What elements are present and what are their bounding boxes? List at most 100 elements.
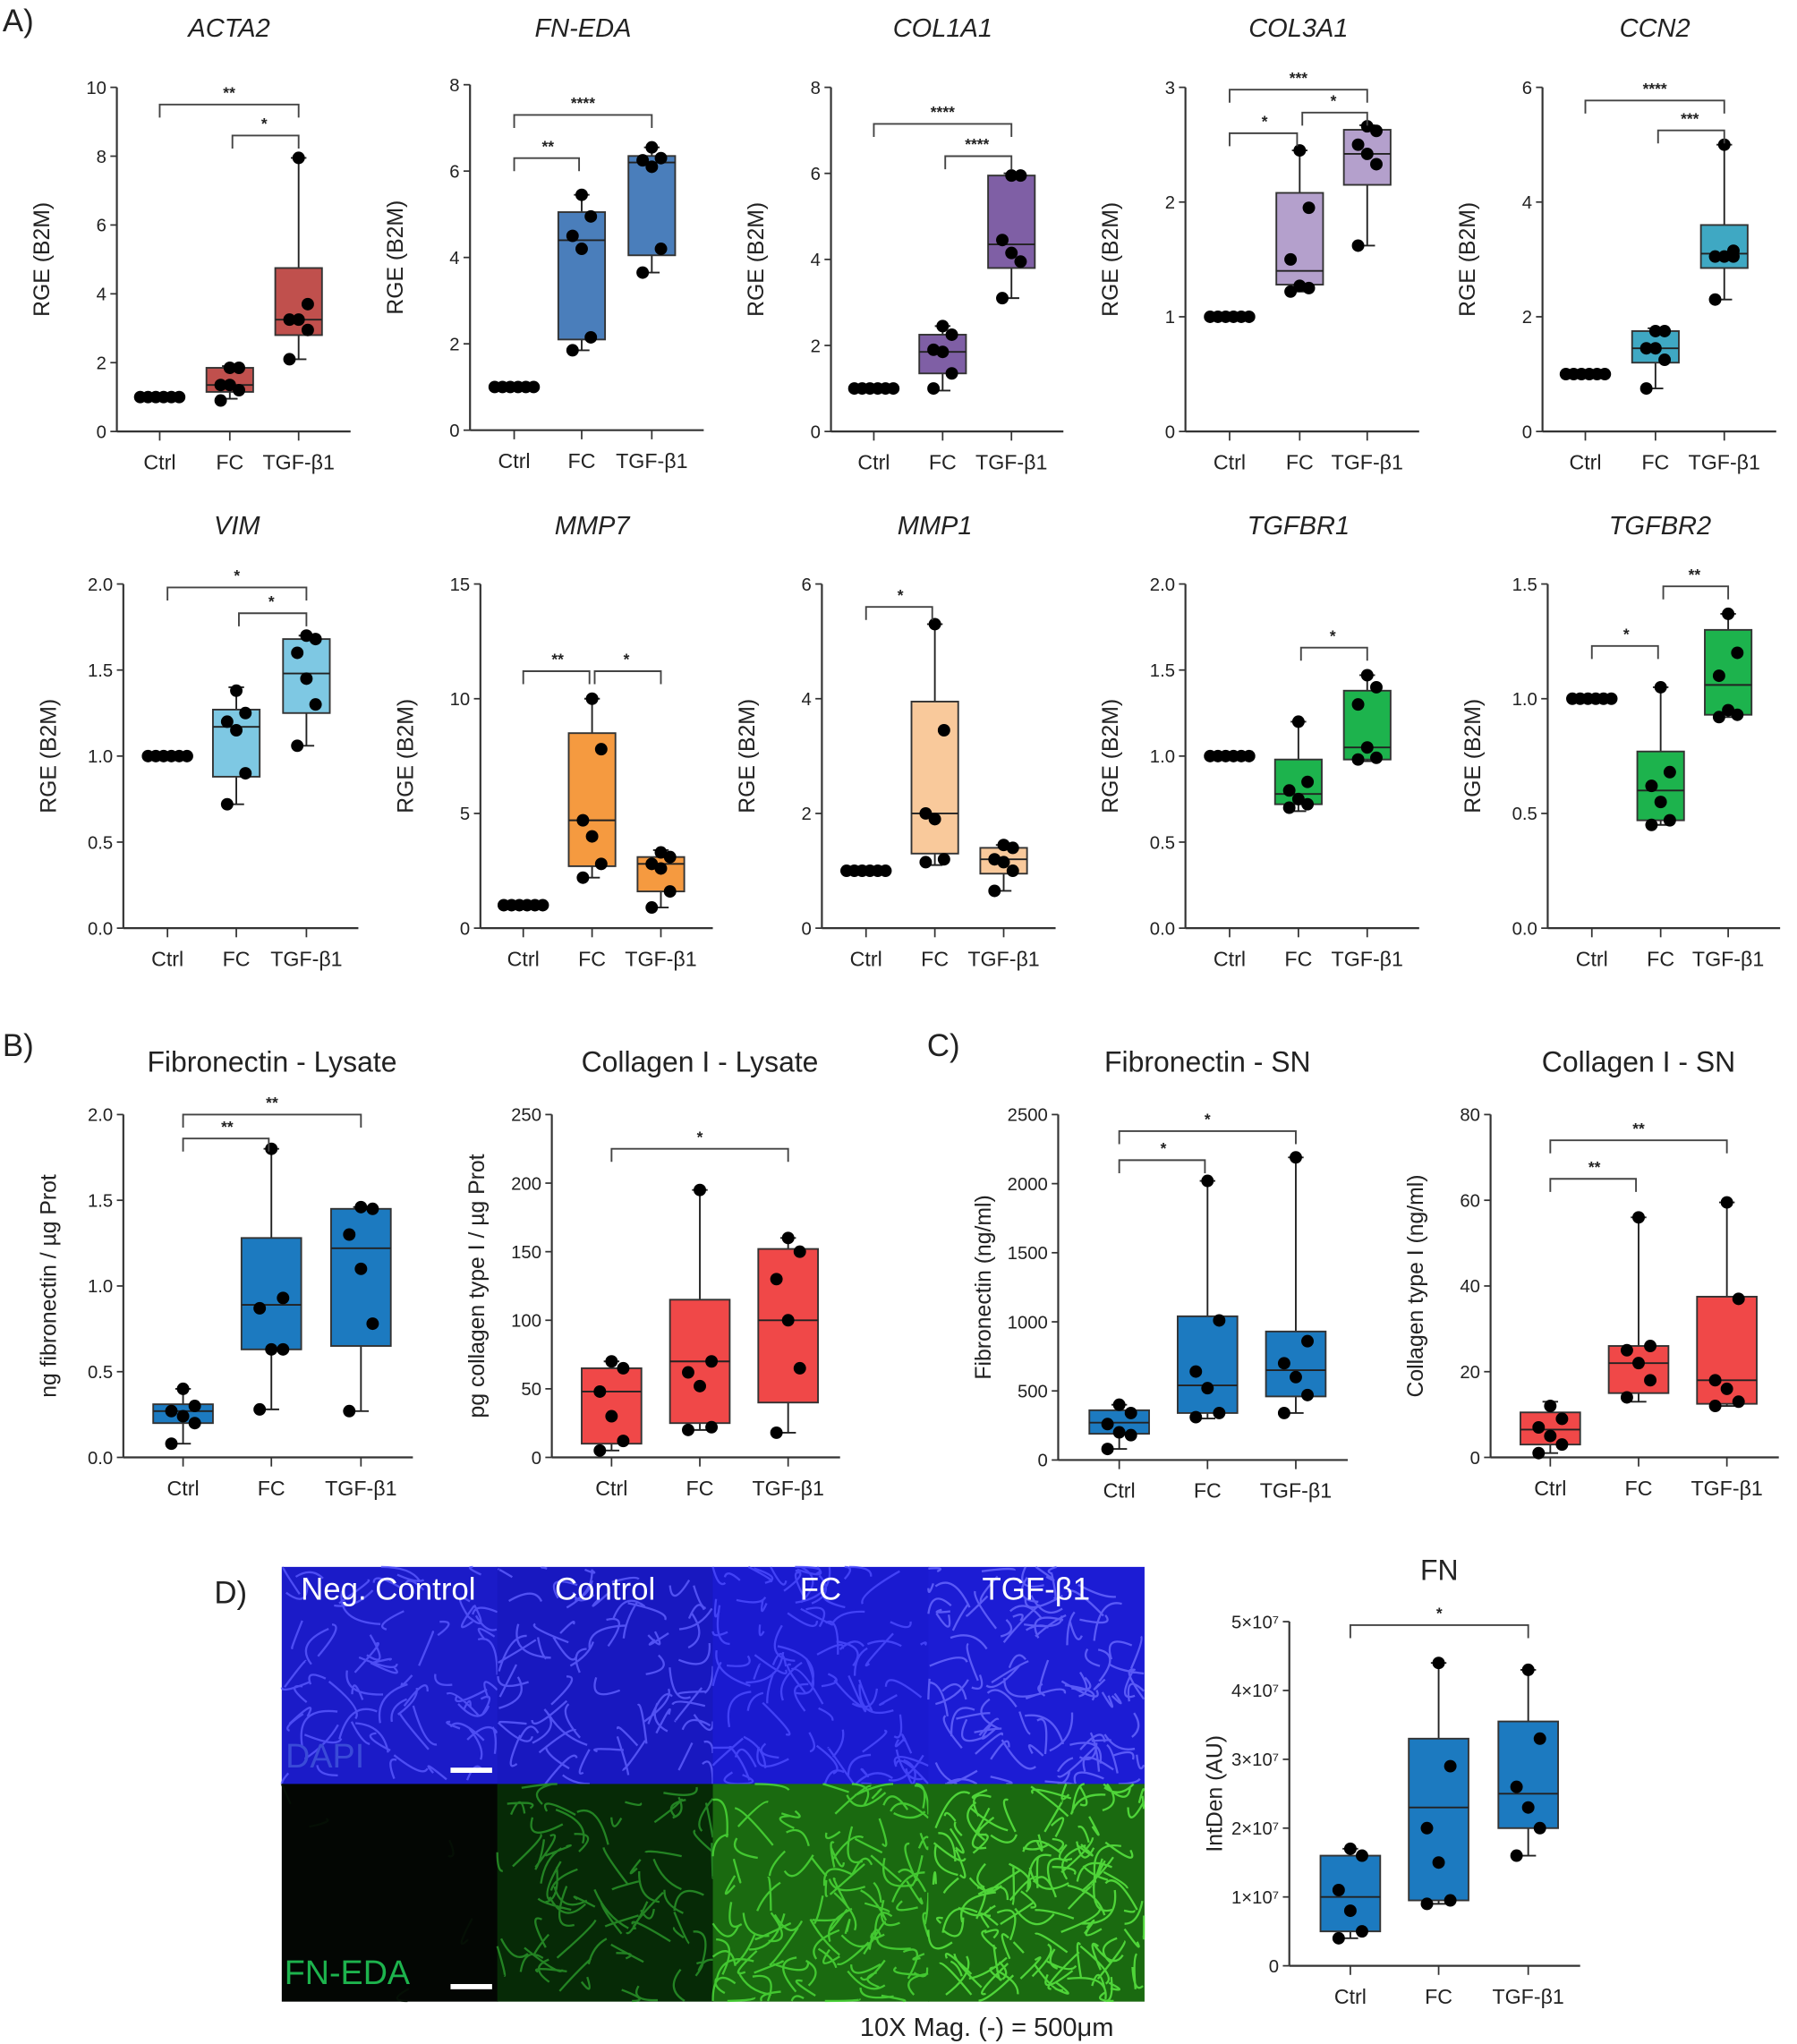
data-point: [1370, 751, 1383, 764]
y-tick-label: 1.5: [88, 1191, 113, 1211]
data-point: [919, 856, 933, 869]
y-tick-label: 0.5: [1150, 833, 1175, 853]
y-tick-label: 0.5: [88, 833, 113, 853]
y-tick-label: 1.0: [1150, 747, 1175, 767]
y-tick-label: 2000: [1008, 1175, 1048, 1195]
x-tick-label: TGF-β1: [752, 1477, 823, 1500]
box-fc: [669, 1183, 731, 1436]
data-point: [584, 209, 598, 223]
panel-label-d: D): [214, 1576, 247, 1611]
x-tick-label: TGF-β1: [1260, 1479, 1332, 1503]
data-point: [937, 724, 950, 737]
data-point: [1648, 342, 1662, 355]
chart-title: TGFBR1: [1248, 512, 1350, 541]
box-tgf-1: [627, 141, 677, 279]
y-tick-label: 0: [1038, 1452, 1048, 1471]
data-point: [1717, 250, 1731, 263]
bracket-line: [231, 134, 300, 149]
significance-bracket: **: [522, 651, 591, 685]
x-tick-label: FC: [1625, 1477, 1653, 1500]
data-point: [1444, 1894, 1457, 1907]
data-point: [1370, 158, 1383, 171]
data-point: [1360, 120, 1374, 133]
y-tick-label: 60: [1460, 1191, 1480, 1211]
data-point: [645, 857, 659, 871]
data-point: [1663, 765, 1676, 779]
data-point: [1213, 1406, 1226, 1419]
data-point: [1302, 201, 1316, 215]
y-tick-label: 2.0: [88, 575, 113, 595]
row-label-fn-eda: FN-EDA: [285, 1955, 411, 1992]
significance-bracket: **: [1662, 566, 1730, 600]
y-tick-label: 0: [801, 919, 811, 939]
significance-bracket: *: [1349, 1605, 1529, 1639]
data-point: [1351, 698, 1365, 711]
x-tick-label: FC: [929, 450, 957, 473]
x-tick-label: Ctrl: [857, 450, 890, 473]
y-tick-label: 3: [1165, 79, 1175, 98]
data-point: [1014, 169, 1027, 183]
data-point: [292, 313, 305, 327]
box-fc: [240, 1142, 302, 1416]
micrograph-texture: [280, 1783, 473, 2003]
data-point: [997, 839, 1010, 852]
y-axis-label: RGE (B2M): [37, 699, 61, 813]
data-point: [1708, 1374, 1722, 1387]
data-point: [309, 698, 322, 711]
significance-label: *: [1161, 1139, 1167, 1157]
chart-fn: FN IntDen (AU) 0 1×10⁷ 2×10⁷ 3×10⁷ 4×10⁷ 5×10⁷ C…: [1203, 1554, 1580, 2008]
micrograph-tile-dapi-1: [497, 1566, 714, 1785]
x-tick-label: TGF-β1: [1332, 947, 1403, 970]
y-tick-label: 0: [532, 1449, 541, 1469]
x-tick-label: Ctrl: [1576, 947, 1608, 970]
data-point: [1112, 1398, 1126, 1411]
y-tick-label: 1.5: [1150, 661, 1175, 681]
box-iqr: [211, 708, 261, 778]
data-point: [1006, 864, 1019, 878]
chart-title: Collagen I - SN: [1542, 1045, 1735, 1077]
bracket-line: [1229, 89, 1368, 103]
data-point: [1544, 1400, 1557, 1413]
bracket-line: [182, 1137, 270, 1152]
data-point: [1620, 1391, 1633, 1404]
data-point: [1708, 250, 1722, 263]
y-tick-label: 50: [521, 1380, 541, 1400]
significance-label: *: [1205, 1111, 1211, 1128]
y-tick-label: 1: [1165, 308, 1175, 328]
data-point: [1532, 1446, 1546, 1460]
data-point: [936, 319, 950, 333]
data-point: [292, 151, 305, 165]
data-point: [1124, 1428, 1137, 1442]
y-tick-label: 0.0: [1512, 919, 1537, 939]
data-point: [636, 266, 650, 279]
significance-bracket: *: [166, 566, 308, 600]
data-point: [165, 1404, 178, 1418]
significance-bracket: ****: [513, 94, 653, 129]
data-point: [343, 1228, 356, 1241]
significance-label: *: [268, 592, 275, 610]
bracket-line: [864, 606, 933, 620]
box-ctrl: [152, 1382, 214, 1451]
y-axis-label: IntDen (AU): [1203, 1735, 1227, 1852]
significance-label: **: [266, 1094, 278, 1111]
box-tgf-1: [979, 839, 1028, 898]
significance-bracket: *: [610, 1128, 789, 1163]
y-axis-label: RGE (B2M): [1099, 699, 1123, 813]
y-axis-label: RGE (B2M): [745, 202, 769, 317]
data-point: [1301, 797, 1315, 811]
data-point: [1644, 1340, 1657, 1353]
micrograph-texture: [927, 1783, 1145, 2003]
significance-label: *: [624, 651, 630, 669]
box-fc: [1176, 1174, 1239, 1424]
chart-tgfbr1: TGFBR1 RGE (B2M) 0.0 0.5 1.0 1.5 2.0 Ctrl FC TGF-…: [1099, 512, 1419, 970]
data-point: [1605, 692, 1618, 705]
row-label-dapi: DAPI: [285, 1738, 364, 1776]
significance-bracket: *: [1118, 1111, 1297, 1145]
box-ctrl: [1204, 310, 1256, 323]
box-tgf-1: [987, 169, 1036, 305]
chart-mmp1: MMP1 RGE (B2M) 0 2 4 6 Ctrl FC TGF-β1 *: [736, 512, 1056, 970]
bracket-line: [522, 670, 591, 685]
